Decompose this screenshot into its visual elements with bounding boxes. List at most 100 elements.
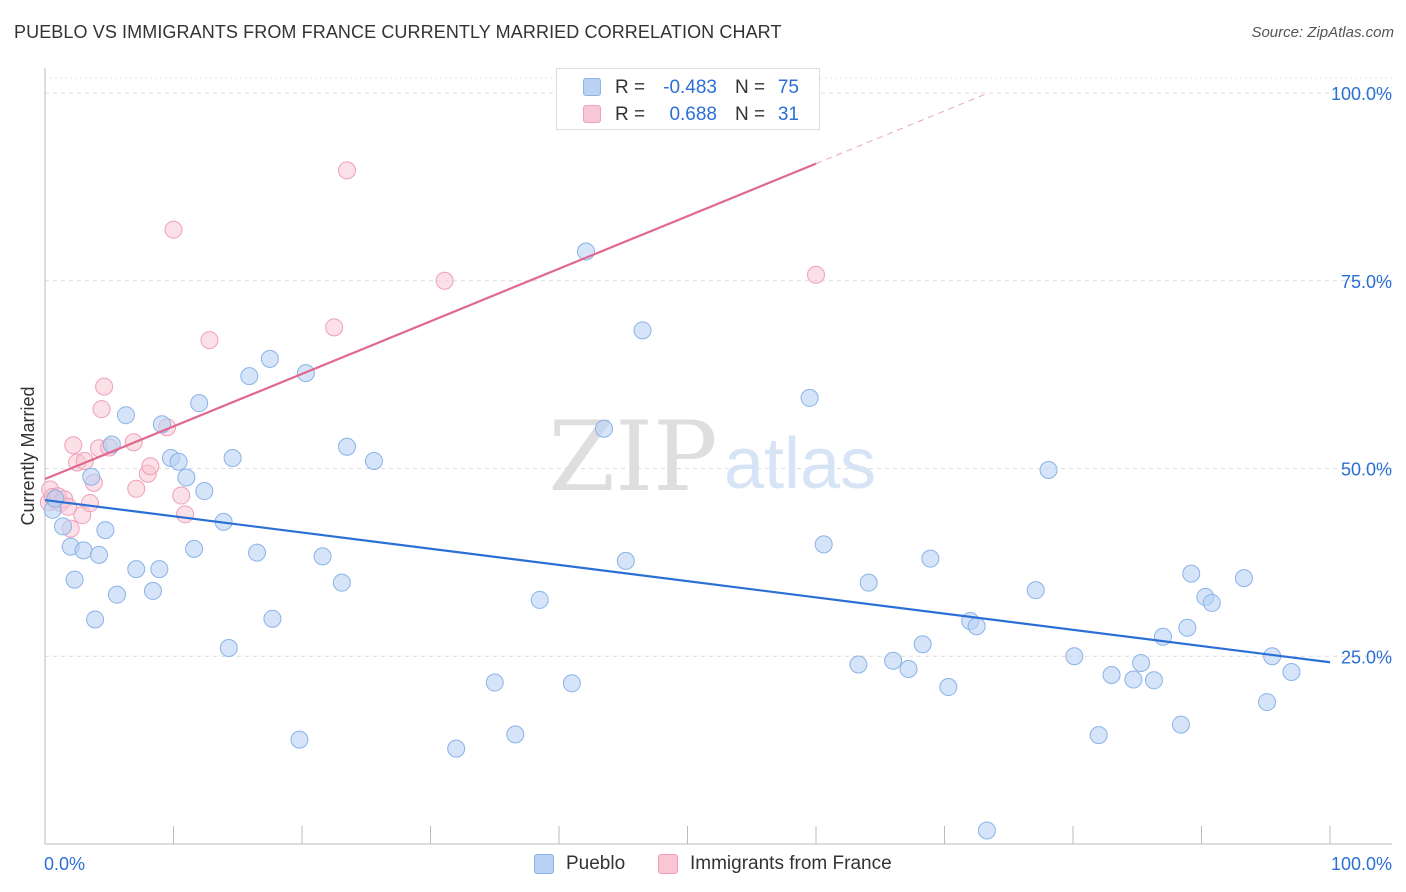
pueblo-point [1124, 670, 1143, 689]
pueblo-point [195, 482, 214, 501]
pueblo-point [1202, 593, 1221, 612]
correlation-legend: R = -0.483 N = 75 R = 0.688 N = 31 [556, 68, 820, 130]
france-point [92, 400, 111, 419]
pueblo-point [96, 521, 115, 540]
pueblo-point [185, 539, 204, 558]
pueblo-point [89, 545, 108, 564]
pueblo-point [248, 543, 267, 562]
pueblo-point [1026, 581, 1045, 600]
pueblo-point [1132, 654, 1151, 673]
pueblo-point [1234, 569, 1253, 588]
france-point [435, 271, 454, 290]
r-label: R = [615, 77, 646, 98]
pueblo-points [43, 242, 1301, 840]
pueblo-point [530, 590, 549, 609]
pueblo-point [506, 725, 525, 744]
pueblo-point [1258, 693, 1277, 712]
pueblo-point [447, 739, 466, 758]
france-point [807, 265, 825, 284]
pueblo-point [313, 547, 332, 566]
x-tick-label-max: 100.0% [1331, 854, 1392, 874]
pueblo-point [921, 549, 940, 568]
gridlines [45, 77, 1392, 657]
france-legend-swatch [658, 854, 678, 874]
pueblo-point [116, 406, 135, 425]
pueblo-point [977, 821, 996, 840]
pueblo-point [616, 551, 635, 570]
france-point [141, 457, 160, 476]
france-point [127, 479, 146, 498]
pueblo-point [219, 638, 238, 657]
france-point [325, 318, 344, 337]
pueblo-point [82, 467, 101, 486]
pueblo-point [1089, 726, 1108, 745]
pueblo-point [800, 388, 819, 407]
legend-row-france: R = 0.688 N = 31 [557, 102, 819, 128]
pueblo-point [913, 635, 932, 654]
pueblo-point [485, 673, 504, 692]
trend-lines [44, 92, 1331, 664]
pueblo-point [562, 674, 581, 693]
pueblo-point [1039, 461, 1058, 480]
pueblo-point [102, 435, 121, 454]
legend-row-pueblo: R = -0.483 N = 75 [557, 75, 819, 101]
france-point [95, 377, 114, 396]
france-point [164, 220, 183, 239]
watermark: ZIP atlas [548, 401, 876, 513]
pueblo-point [364, 452, 383, 470]
pueblo-point [899, 660, 918, 679]
pueblo-legend-swatch [534, 854, 554, 874]
france-swatch [583, 105, 601, 123]
pueblo-point [86, 610, 105, 629]
pueblo-point [337, 437, 356, 456]
pueblo-point [240, 367, 259, 386]
france-legend-label: Immigrants from France [690, 853, 892, 874]
france-point [64, 436, 83, 455]
n-label: N = [735, 77, 766, 98]
pueblo-point [290, 730, 309, 749]
pueblo-point [127, 560, 146, 579]
pueblo-point [1144, 671, 1163, 690]
pueblo-point [967, 617, 986, 636]
r-value: 0.688 [669, 104, 717, 125]
pueblo-point [223, 448, 242, 467]
france-trend-extension [815, 92, 989, 165]
pueblo-point [939, 678, 958, 697]
france-point [200, 331, 219, 350]
pueblo-point [143, 581, 162, 600]
pueblo-point [1171, 715, 1190, 734]
axes [44, 68, 1392, 845]
pueblo-point [849, 655, 868, 674]
watermark-zip: ZIP [548, 401, 717, 513]
pueblo-trend-line [44, 498, 1331, 664]
france-point [172, 486, 191, 505]
pueblo-point [1102, 666, 1121, 685]
pueblo-point [263, 609, 282, 628]
france-point [80, 494, 99, 513]
pueblo-legend-label: Pueblo [566, 853, 626, 874]
y-tick-label: 100.0% [1331, 84, 1392, 104]
pueblo-point [53, 517, 72, 536]
y-tick-label: 50.0% [1341, 460, 1392, 480]
y-tick-label: 75.0% [1341, 272, 1392, 292]
pueblo-point [190, 394, 209, 413]
pueblo-point [65, 570, 84, 589]
r-label: R = [615, 104, 646, 125]
y-tick-label: 25.0% [1341, 647, 1392, 667]
pueblo-point [260, 349, 279, 368]
n-value: 75 [777, 77, 799, 98]
x-tick-label-min: 0.0% [44, 854, 85, 874]
france-point [176, 505, 195, 524]
pueblo-point [884, 651, 903, 670]
pueblo-point [1282, 663, 1301, 682]
pueblo-point [150, 560, 169, 579]
chart-title: PUEBLO VS IMMIGRANTS FROM FRANCE CURRENT… [14, 22, 782, 42]
pueblo-point [814, 535, 833, 554]
pueblo-point [594, 419, 613, 438]
france-point [337, 161, 356, 180]
y-axis-label: Currently Married [18, 386, 38, 525]
n-value: 31 [777, 104, 799, 125]
france-trend-line [44, 162, 817, 481]
pueblo-point [332, 573, 351, 592]
